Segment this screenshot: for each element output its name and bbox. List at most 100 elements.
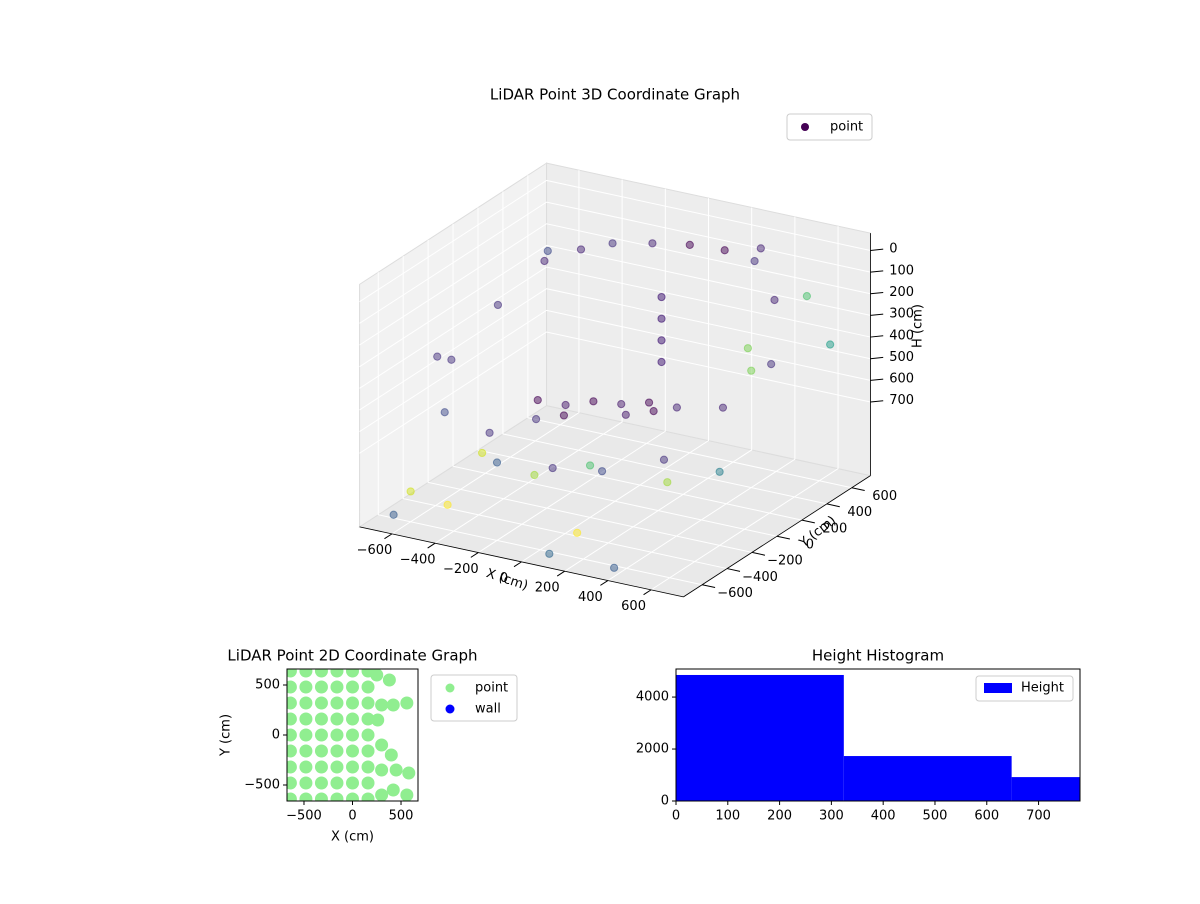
z-tick-label: 400 <box>889 328 914 343</box>
z-tick <box>870 356 884 360</box>
x-tick-label: 700 <box>1026 809 1051 824</box>
x-tick-label: 600 <box>974 809 999 824</box>
point <box>685 240 694 250</box>
grid-line <box>359 309 871 433</box>
z-tick <box>870 248 884 251</box>
point <box>330 760 344 774</box>
point <box>543 246 552 256</box>
point <box>545 549 554 558</box>
z-tick-label: 600 <box>889 372 914 387</box>
point <box>330 669 344 678</box>
z-tick-label: 500 <box>889 350 914 365</box>
point <box>548 463 557 473</box>
grid-line <box>477 207 802 521</box>
point <box>770 295 779 305</box>
point <box>573 528 582 537</box>
point <box>346 792 359 801</box>
point <box>299 776 313 790</box>
z-tick-label: 300 <box>889 307 914 322</box>
chart-title: LiDAR Point 3D Coordinate Graph <box>490 86 740 104</box>
point <box>597 467 607 476</box>
x-axis-label: X (cm) <box>331 830 374 845</box>
x-tick-label: 600 <box>621 599 646 614</box>
x-tick <box>513 561 522 568</box>
point <box>346 680 359 694</box>
grid-line <box>502 191 827 505</box>
point <box>330 792 344 801</box>
legend-marker <box>445 704 455 714</box>
point <box>657 314 666 323</box>
x-tick <box>600 580 609 586</box>
point <box>287 792 297 801</box>
point <box>330 744 344 758</box>
axis-line <box>359 526 684 598</box>
point <box>485 428 494 437</box>
point <box>478 448 487 458</box>
y-tick-label: 0 <box>661 794 669 809</box>
point <box>330 728 344 742</box>
x-tick <box>427 542 436 549</box>
point <box>400 696 414 710</box>
point <box>375 763 389 777</box>
point <box>287 696 297 710</box>
point <box>287 712 297 726</box>
x-tick-label: 400 <box>578 590 603 605</box>
grid-line <box>650 226 839 591</box>
z-tick-label: 700 <box>889 393 914 408</box>
point <box>531 415 541 424</box>
point <box>663 478 672 487</box>
axes-frame <box>675 668 1081 802</box>
point <box>443 500 452 509</box>
y-tick-label: 600 <box>872 489 897 504</box>
point <box>657 292 666 302</box>
point <box>361 680 375 694</box>
point <box>346 669 359 678</box>
x-tick-label: 200 <box>535 581 560 596</box>
point <box>361 776 375 790</box>
z-tick-label: 100 <box>889 263 914 278</box>
bar <box>676 674 844 801</box>
point <box>314 669 328 678</box>
point <box>447 355 456 364</box>
z-tick <box>870 291 884 295</box>
z-tick <box>870 378 884 381</box>
z-tick <box>870 270 884 273</box>
chart-title: Height Histogram <box>812 647 944 665</box>
point <box>576 245 586 254</box>
point <box>299 728 313 742</box>
grid-line <box>564 207 753 572</box>
point <box>533 395 542 405</box>
point <box>287 760 297 774</box>
point <box>330 776 344 790</box>
z-tick-label: 200 <box>889 285 914 300</box>
point <box>287 669 297 678</box>
point <box>644 398 654 407</box>
point <box>648 239 657 248</box>
point <box>346 776 359 790</box>
grid-line <box>359 179 871 303</box>
point <box>659 455 669 464</box>
point <box>375 698 389 712</box>
point <box>375 738 389 752</box>
grid-line <box>521 198 709 563</box>
point <box>299 744 313 758</box>
point <box>346 744 359 758</box>
z-tick <box>870 335 884 338</box>
point <box>314 728 328 742</box>
point <box>330 696 344 710</box>
y-tick-label: 400 <box>847 505 872 520</box>
point <box>802 292 811 301</box>
y-tick <box>851 487 865 492</box>
x-tick-label: −200 <box>443 562 479 577</box>
x-tick-label: 0 <box>500 571 508 586</box>
y-tick <box>776 535 791 540</box>
legend-box <box>975 675 1074 702</box>
bars <box>676 674 1080 801</box>
point <box>621 410 630 419</box>
point <box>299 760 313 774</box>
point <box>382 673 396 687</box>
y-tick <box>726 568 741 572</box>
y-tick-label: −500 <box>244 778 280 793</box>
x-tick-label: −400 <box>400 553 436 568</box>
